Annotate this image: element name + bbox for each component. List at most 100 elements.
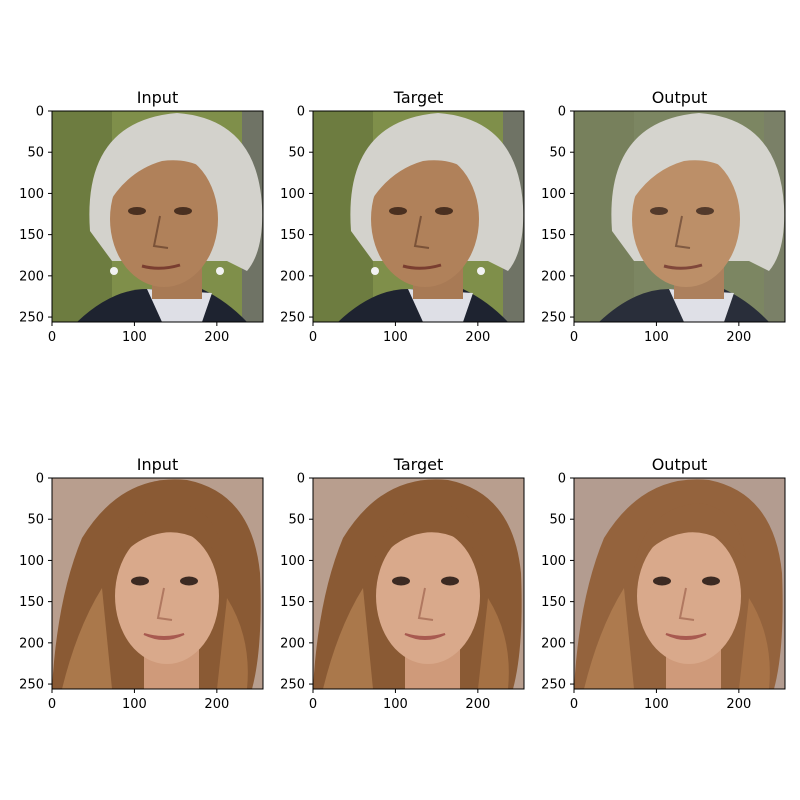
right-eye (441, 576, 459, 586)
axes-panel-target: Target 0 100 200 0 50 100 150 200 250 (280, 455, 525, 712)
y-tick-label: 0 (558, 472, 566, 487)
panel-title: Target (393, 455, 444, 474)
axes-panel-target: Target 0 100 200 0 50 100 150 200 250 (280, 88, 525, 345)
hair-fringe (107, 129, 224, 206)
face-image (313, 478, 524, 689)
y-tick-label: 100 (541, 187, 566, 202)
face-image (52, 111, 263, 322)
face (371, 151, 479, 287)
right-earring (477, 267, 485, 275)
x-tick-label: 100 (644, 330, 669, 345)
face-image (574, 478, 785, 689)
panel-title: Input (137, 88, 178, 107)
hair-fringe (112, 503, 224, 568)
y-tick-label: 200 (280, 269, 305, 284)
y-tick-label: 150 (541, 228, 566, 243)
x-tick-label: 100 (122, 697, 147, 712)
y-tick-label: 0 (558, 105, 566, 120)
face-image (574, 111, 785, 322)
right-eye (174, 207, 192, 215)
y-tick-label: 200 (541, 636, 566, 651)
right-eye (435, 207, 453, 215)
panel-title: Input (137, 455, 178, 474)
left-eye (389, 207, 407, 215)
y-tick-label: 0 (297, 105, 305, 120)
y-tick-label: 100 (280, 554, 305, 569)
x-tick-label: 0 (309, 697, 317, 712)
y-tick-label: 200 (280, 636, 305, 651)
axes-frame (573, 110, 786, 323)
mouth (404, 633, 446, 640)
x-tick-label: 0 (309, 330, 317, 345)
hair-highlight-right (217, 598, 248, 689)
y-tick-label: 50 (27, 146, 44, 161)
hair-fringe (368, 129, 485, 206)
axes-panel-output: Output 0 100 200 0 50 100 150 200 250 (541, 455, 786, 712)
mouth (665, 633, 707, 640)
y-tick-label: 100 (541, 554, 566, 569)
y-tick-label: 50 (549, 146, 566, 161)
y-tick-label: 50 (27, 513, 44, 528)
y-tick-label: 100 (280, 187, 305, 202)
y-tick-label: 200 (541, 269, 566, 284)
right-eye (180, 576, 198, 586)
y-tick-label: 150 (541, 595, 566, 610)
x-tick-label: 200 (465, 697, 490, 712)
y-tick-label: 0 (36, 105, 44, 120)
panel-title: Target (393, 88, 444, 107)
x-tick-label: 0 (570, 330, 578, 345)
x-tick-label: 200 (726, 330, 751, 345)
hair-fringe (629, 129, 746, 206)
left-eye (131, 576, 149, 586)
y-tick-label: 100 (19, 187, 44, 202)
y-tick-label: 200 (19, 636, 44, 651)
y-tick-label: 250 (19, 311, 44, 326)
left-eye (650, 207, 668, 215)
face-image (52, 478, 263, 689)
x-tick-label: 0 (570, 697, 578, 712)
x-tick-label: 200 (726, 697, 751, 712)
hair-fringe (373, 503, 485, 568)
hair-highlight-left (62, 588, 112, 689)
y-tick-label: 100 (19, 554, 44, 569)
hair-highlight-right (478, 598, 509, 689)
x-tick-label: 100 (644, 697, 669, 712)
y-tick-label: 50 (549, 513, 566, 528)
y-tick-label: 150 (280, 595, 305, 610)
face-image (313, 111, 524, 322)
y-tick-label: 50 (288, 146, 305, 161)
right-eye (696, 207, 714, 215)
axes-frame (51, 110, 264, 323)
hair-highlight-left (323, 588, 373, 689)
axes-panel-input: Input 0 100 200 0 50 100 150 200 250 (19, 455, 264, 712)
x-tick-label: 100 (383, 330, 408, 345)
x-tick-label: 0 (48, 330, 56, 345)
left-eye (653, 576, 671, 586)
face (110, 151, 218, 287)
hair-highlight-right (739, 598, 770, 689)
hair-highlight-left (584, 588, 634, 689)
nose (417, 587, 434, 621)
hair-fringe (634, 503, 746, 568)
axes-panel-output: Output 0 100 200 0 50 100 150 200 250 (541, 88, 786, 345)
panel-title: Output (652, 455, 708, 474)
face (637, 528, 741, 664)
left-earring (110, 267, 118, 275)
mouth (143, 633, 185, 640)
right-eye (702, 576, 720, 586)
face (115, 528, 219, 664)
right-earring (216, 267, 224, 275)
axes-frame (51, 477, 264, 690)
y-tick-label: 150 (19, 595, 44, 610)
axes-frame (312, 110, 525, 323)
mouth (402, 263, 442, 270)
x-tick-label: 200 (204, 697, 229, 712)
x-tick-label: 100 (383, 697, 408, 712)
nose (152, 215, 169, 249)
y-tick-label: 0 (297, 472, 305, 487)
nose (678, 587, 695, 621)
y-tick-label: 200 (19, 269, 44, 284)
mouth (663, 263, 703, 270)
axes-panel-input: Input 0 100 200 0 50 100 150 200 250 (19, 88, 264, 345)
